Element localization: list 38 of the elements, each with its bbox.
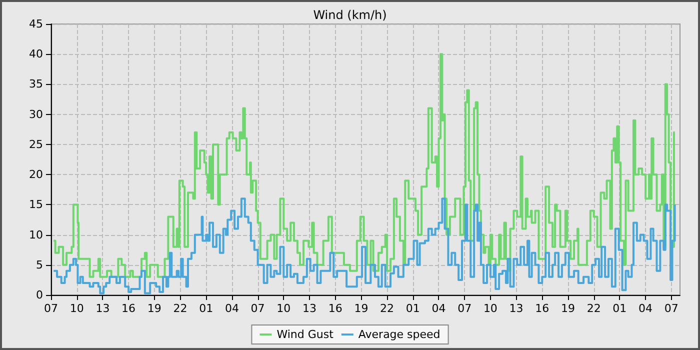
x-tick-label: 19: [354, 302, 368, 315]
x-tick-label: 22: [380, 302, 394, 315]
x-tick-label: 13: [509, 302, 524, 315]
x-tick-label: 16: [328, 302, 342, 315]
x-tick-label: 16: [122, 302, 136, 315]
x-tick-label: 22: [586, 302, 601, 315]
x-tick-label: 07: [458, 302, 472, 315]
x-tick-label: 01: [406, 302, 420, 315]
x-tick-label: 07: [250, 302, 265, 315]
y-tick-label: 0: [36, 288, 43, 302]
legend-label: Wind Gust: [276, 328, 334, 341]
x-tick-label: 04: [638, 302, 653, 315]
y-tick-label: 5: [36, 258, 43, 272]
x-tick-label: 22: [173, 302, 188, 315]
x-tick-label: 10: [70, 302, 84, 315]
x-tick-label: 04: [432, 302, 446, 315]
y-tick-label: 40: [29, 48, 43, 61]
legend-label: Average speed: [358, 328, 440, 341]
x-tick-label: 04: [224, 302, 239, 315]
x-tick-label: 07: [44, 302, 58, 315]
x-tick-label: 10: [483, 302, 498, 315]
y-tick-label: 30: [29, 108, 43, 121]
y-tick-label: 20: [29, 168, 43, 182]
y-tick-label: 45: [29, 18, 43, 30]
y-tick-label: 25: [29, 138, 43, 151]
y-tick-label: 15: [29, 198, 43, 212]
x-tick-label: 01: [612, 302, 627, 315]
x-tick-label: 19: [560, 302, 575, 315]
x-tick-label: 16: [535, 302, 550, 315]
chart-title: Wind (km/h): [313, 8, 387, 22]
x-tick-label: 13: [302, 302, 316, 315]
x-tick-label: 19: [147, 302, 162, 315]
x-tick-label: 10: [276, 302, 291, 315]
x-tick-label: 13: [96, 302, 110, 315]
y-tick-label: 35: [29, 78, 43, 91]
y-tick-label: 10: [29, 228, 43, 242]
x-tick-label: 01: [199, 302, 214, 315]
x-tick-label: 07: [664, 302, 678, 315]
